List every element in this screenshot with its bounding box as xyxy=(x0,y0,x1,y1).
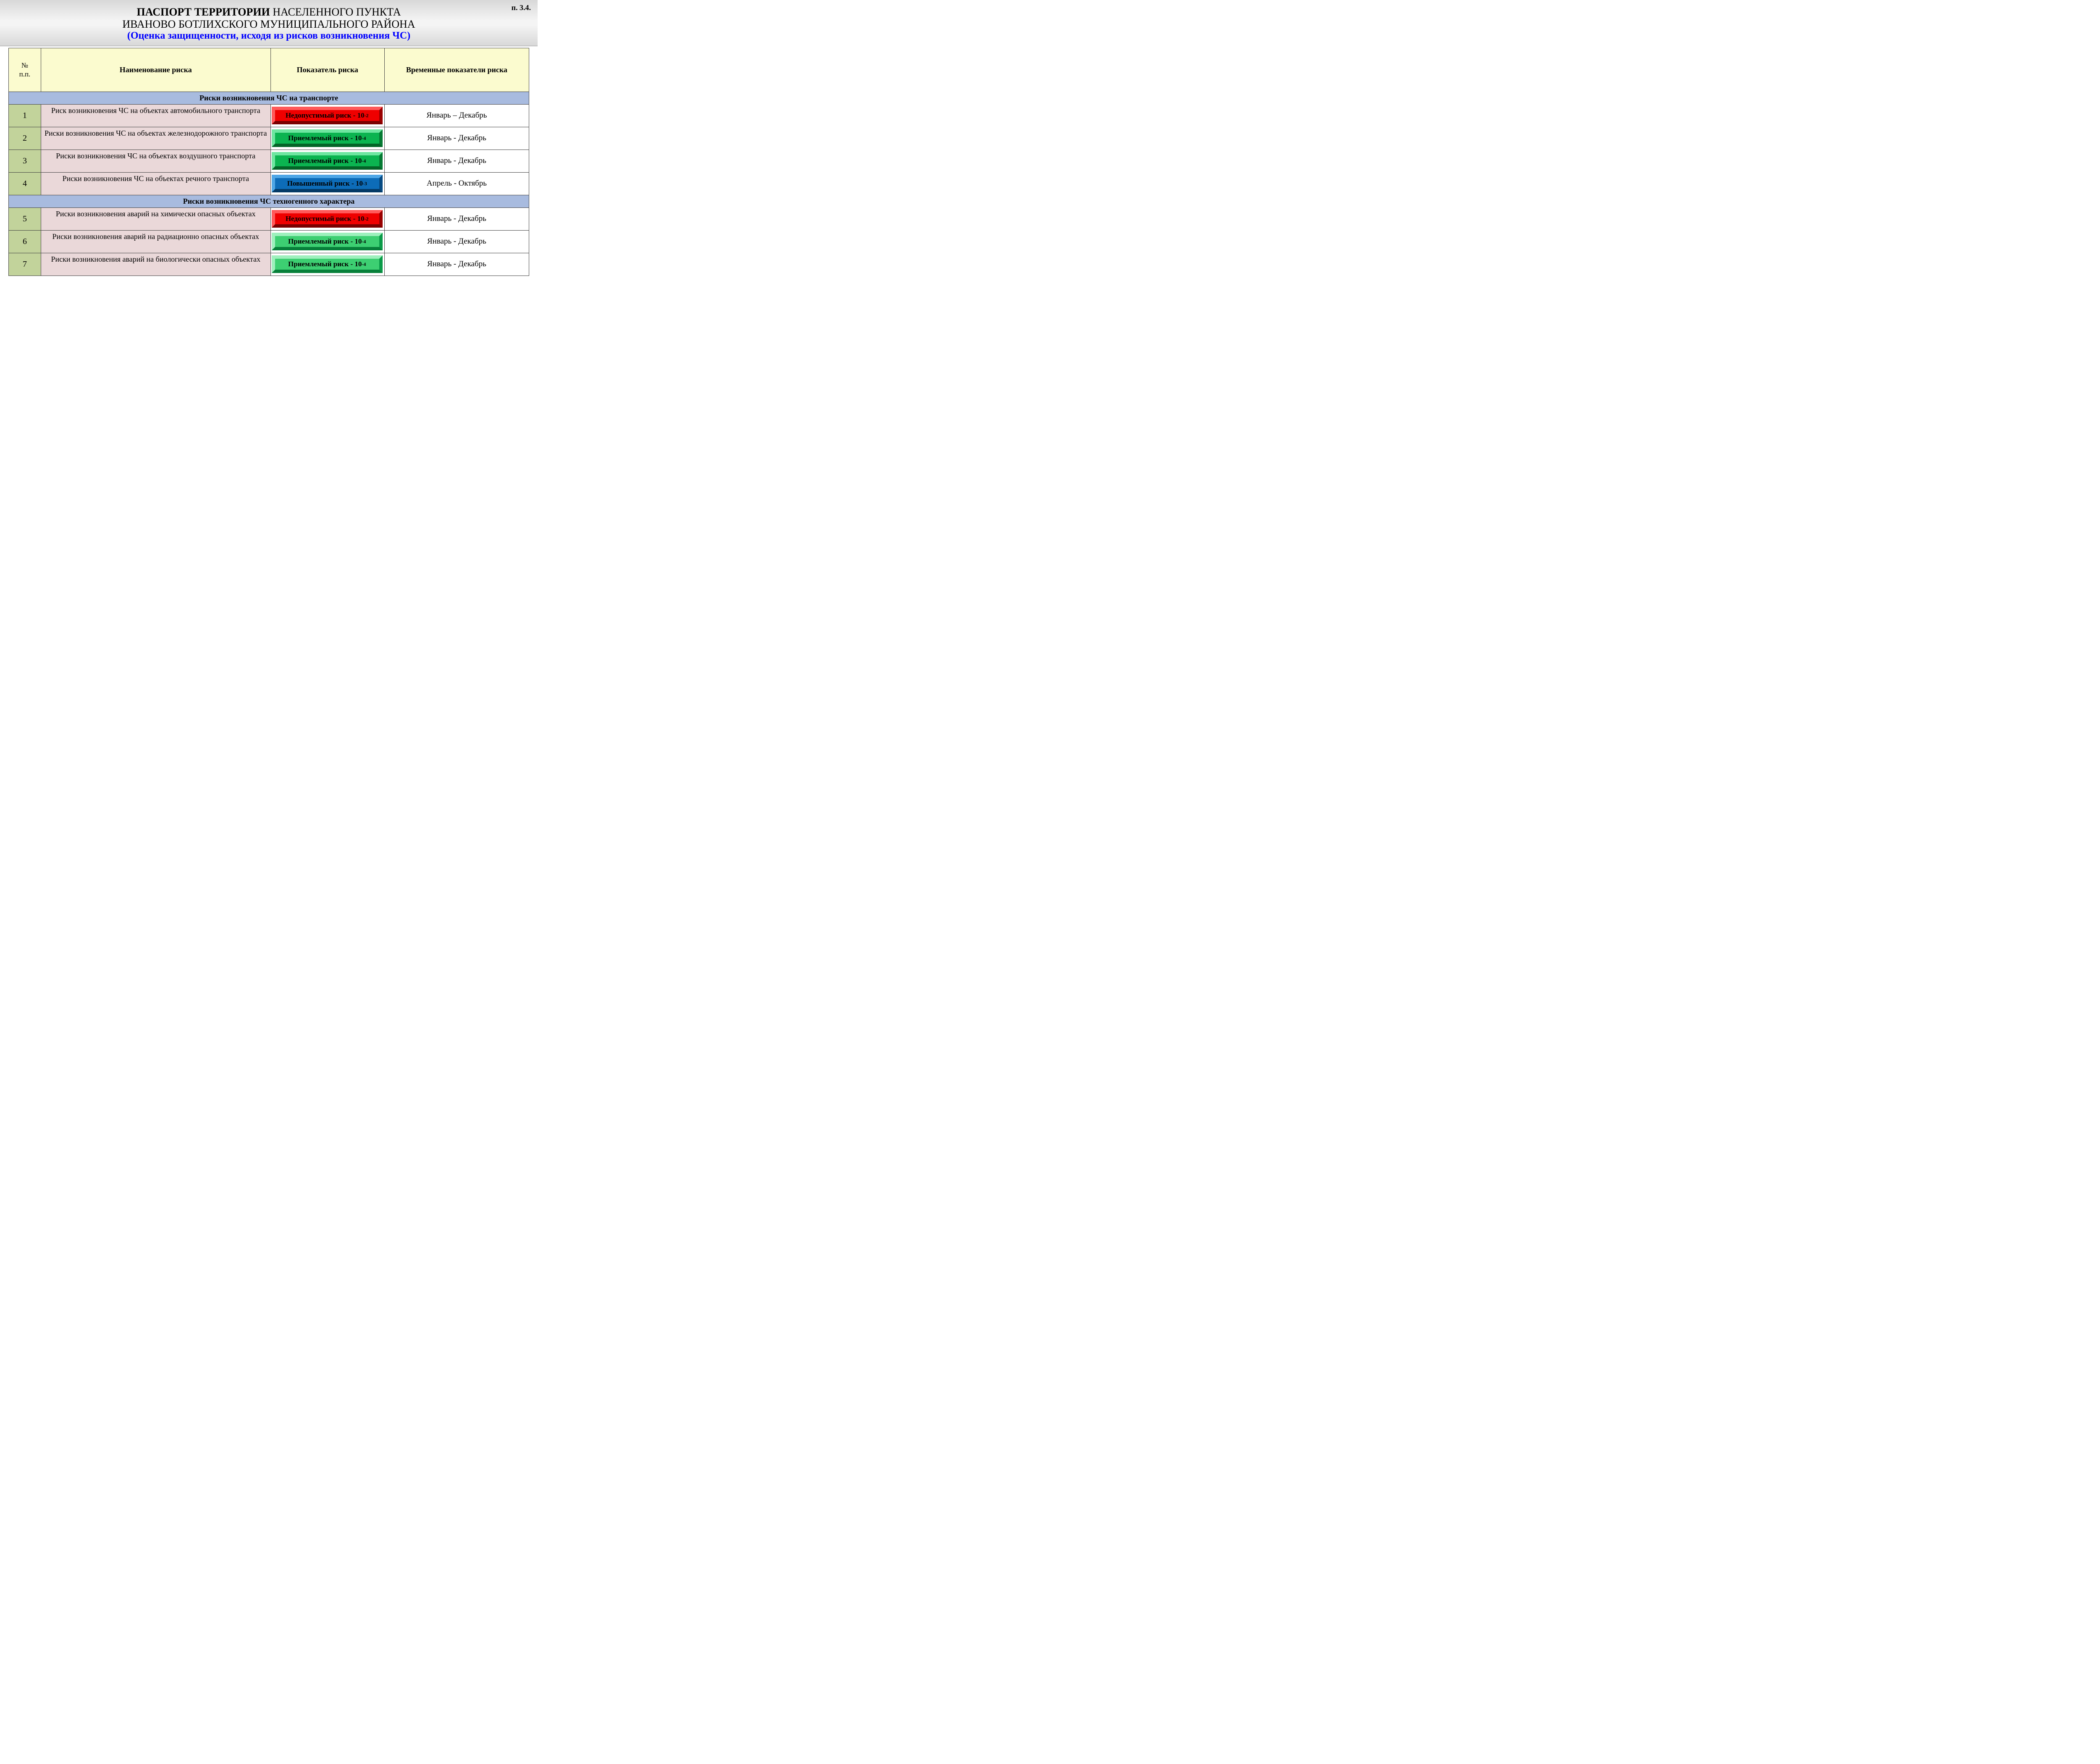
risk-name: Риски возникновения аварий на биологичес… xyxy=(41,253,270,276)
risk-indicator-cell: Приемлемый риск - 10-4 xyxy=(270,230,384,253)
table-row: 4 Риски возникновения ЧС на объектах реч… xyxy=(9,172,529,195)
col-num-l2: п.п. xyxy=(19,70,31,78)
risk-indicator-text: Недопустимый риск - 10 xyxy=(286,111,365,120)
col-header-name: Наименование риска xyxy=(41,48,270,92)
risk-indicator-text: Повышенный риск - 10 xyxy=(287,179,363,188)
risk-indicator-cell: Приемлемый риск - 10-4 xyxy=(270,127,384,150)
risk-indicator-sup: -3 xyxy=(363,181,367,187)
table-header-row: № п.п. Наименование риска Показатель рис… xyxy=(9,48,529,92)
risk-name: Риски возникновения аварий на химически … xyxy=(41,207,270,230)
risk-indicator-text: Приемлемый риск - 10 xyxy=(288,157,362,165)
risk-time: Январь – Декабрь xyxy=(384,104,529,127)
risk-indicator-badge: Приемлемый риск - 10-4 xyxy=(272,129,383,147)
col-header-time: Временные показатели риска xyxy=(384,48,529,92)
risk-indicator-cell: Приемлемый риск - 10-4 xyxy=(270,253,384,276)
risk-indicator-badge: Недопустимый риск - 10-2 xyxy=(272,210,383,228)
risk-time: Январь - Декабрь xyxy=(384,127,529,150)
title-rest-part: НАСЕЛЕННОГО ПУНКТА xyxy=(270,6,401,18)
title-line-1: ПАСПОРТ ТЕРРИТОРИИ НАСЕЛЕННОГО ПУНКТА xyxy=(5,6,533,18)
risk-indicator-sup: -2 xyxy=(365,113,369,119)
table-row: 6 Риски возникновения аварий на радиацио… xyxy=(9,230,529,253)
row-number: 1 xyxy=(9,104,41,127)
table-container: № п.п. Наименование риска Показатель рис… xyxy=(0,46,538,276)
risk-indicator-badge: Приемлемый риск - 10-4 xyxy=(272,255,383,273)
table-row: 1 Риск возникновения ЧС на объектах авто… xyxy=(9,104,529,127)
risk-time: Январь - Декабрь xyxy=(384,207,529,230)
risk-time: Январь - Декабрь xyxy=(384,253,529,276)
risk-indicator-text: Приемлемый риск - 10 xyxy=(288,134,362,142)
row-number: 2 xyxy=(9,127,41,150)
risk-indicator-badge: Приемлемый риск - 10-4 xyxy=(272,233,383,250)
risk-indicator-badge: Недопустимый риск - 10-2 xyxy=(272,107,383,124)
risk-indicator-cell: Недопустимый риск - 10-2 xyxy=(270,104,384,127)
risk-indicator-sup: -4 xyxy=(362,158,366,164)
risk-indicator-badge: Приемлемый риск - 10-4 xyxy=(272,152,383,170)
col-header-number: № п.п. xyxy=(9,48,41,92)
risk-name: Риски возникновения ЧС на объектах желез… xyxy=(41,127,270,150)
risk-time: Январь - Декабрь xyxy=(384,230,529,253)
risk-name: Риски возникновения аварий на радиационн… xyxy=(41,230,270,253)
row-number: 3 xyxy=(9,150,41,172)
table-row: 5 Риски возникновения аварий на химическ… xyxy=(9,207,529,230)
risk-indicator-cell: Приемлемый риск - 10-4 xyxy=(270,150,384,172)
table-row: 3 Риски возникновения ЧС на объектах воз… xyxy=(9,150,529,172)
risk-name: Риск возникновения ЧС на объектах автомо… xyxy=(41,104,270,127)
risk-time: Апрель - Октябрь xyxy=(384,172,529,195)
subtitle: (Оценка защищенности, исходя из рисков в… xyxy=(5,30,533,42)
risk-indicator-sup: -4 xyxy=(362,261,366,268)
risk-indicator-cell: Недопустимый риск - 10-2 xyxy=(270,207,384,230)
row-number: 7 xyxy=(9,253,41,276)
page-header: п. 3.4. ПАСПОРТ ТЕРРИТОРИИ НАСЕЛЕННОГО П… xyxy=(0,0,538,46)
title-line-2: ИВАНОВО БОТЛИХСКОГО МУНИЦИПАЛЬНОГО РАЙОН… xyxy=(5,18,533,30)
risk-table: № п.п. Наименование риска Показатель рис… xyxy=(8,48,529,276)
table-row: 2 Риски возникновения ЧС на объектах жел… xyxy=(9,127,529,150)
risk-indicator-text: Недопустимый риск - 10 xyxy=(286,215,365,223)
risk-indicator-sup: -4 xyxy=(362,239,366,245)
col-header-indicator: Показатель риска xyxy=(270,48,384,92)
risk-name: Риски возникновения ЧС на объектах возду… xyxy=(41,150,270,172)
risk-indicator-badge: Повышенный риск - 10-3 xyxy=(272,175,383,192)
row-number: 5 xyxy=(9,207,41,230)
section-title: Риски возникновения ЧС на транспорте xyxy=(9,92,529,104)
section-title: Риски возникновения ЧС техногенного хара… xyxy=(9,195,529,207)
row-number: 6 xyxy=(9,230,41,253)
page-reference: п. 3.4. xyxy=(512,3,531,12)
title-bold-part: ПАСПОРТ ТЕРРИТОРИИ xyxy=(136,6,270,18)
risk-indicator-text: Приемлемый риск - 10 xyxy=(288,260,362,268)
risk-indicator-cell: Повышенный риск - 10-3 xyxy=(270,172,384,195)
risk-indicator-sup: -2 xyxy=(365,216,369,222)
row-number: 4 xyxy=(9,172,41,195)
risk-indicator-text: Приемлемый риск - 10 xyxy=(288,237,362,246)
section-row-technogenic: Риски возникновения ЧС техногенного хара… xyxy=(9,195,529,207)
section-row-transport: Риски возникновения ЧС на транспорте xyxy=(9,92,529,104)
risk-indicator-sup: -4 xyxy=(362,135,366,142)
risk-name: Риски возникновения ЧС на объектах речно… xyxy=(41,172,270,195)
risk-time: Январь - Декабрь xyxy=(384,150,529,172)
col-num-l1: № xyxy=(21,61,28,69)
table-row: 7 Риски возникновения аварий на биологич… xyxy=(9,253,529,276)
